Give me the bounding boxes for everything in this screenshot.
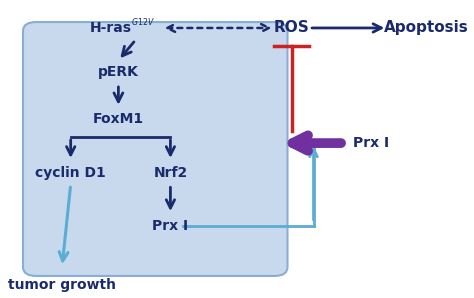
Text: cyclin D1: cyclin D1 (36, 166, 106, 180)
Text: Apoptosis: Apoptosis (384, 21, 469, 35)
Text: H-ras: H-ras (90, 21, 131, 35)
FancyBboxPatch shape (23, 22, 288, 276)
Text: $^{G12V}$: $^{G12V}$ (131, 18, 155, 28)
Text: ROS: ROS (274, 21, 310, 35)
Text: FoxM1: FoxM1 (93, 112, 144, 126)
Text: tumor growth: tumor growth (8, 278, 116, 292)
Text: Prx I: Prx I (353, 136, 389, 150)
Text: Nrf2: Nrf2 (153, 166, 188, 180)
Text: pERK: pERK (98, 65, 139, 79)
Text: Prx I: Prx I (152, 219, 189, 233)
